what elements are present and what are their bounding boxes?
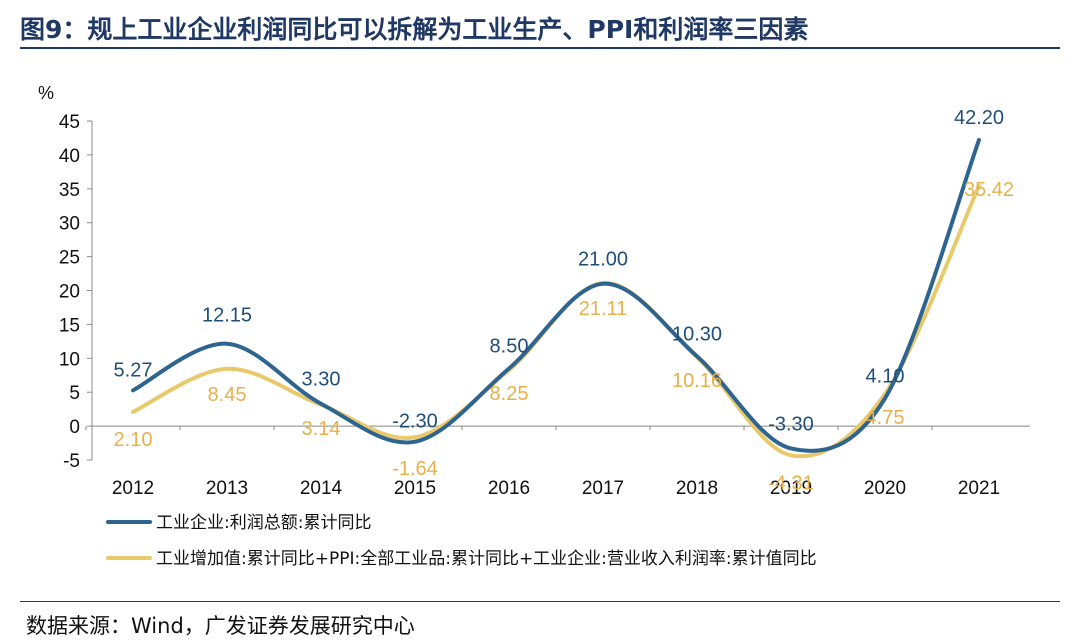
data-label-decomposition: 10.16 — [672, 370, 722, 392]
line-chart: % -5 0 5 10 15 20 25 30 35 40 45 2012 2013 2014 2015 201… — [38, 83, 1030, 569]
series-line-profit — [131, 137, 981, 453]
x-tick-label: 2016 — [488, 478, 530, 499]
legend-label-decomposition: 工业增加值:累计同比+PPI:全部工业品:累计同比+工业企业:营业收入利润率:累… — [156, 549, 817, 569]
data-label-profit: 4.10 — [866, 365, 905, 387]
y-tick-label: -5 — [63, 451, 80, 472]
data-label-decomposition: 4.75 — [866, 407, 905, 429]
y-tick-label: 0 — [69, 417, 80, 438]
x-tick-label: 2017 — [582, 478, 624, 499]
chart-legend: 工业企业:利润总额:累计同比工业增加值:累计同比+PPI:全部工业品:累计同比+… — [106, 513, 817, 569]
series-line-decomposition — [131, 183, 981, 459]
x-tick-label: 2021 — [958, 478, 1000, 499]
y-tick-label: 25 — [59, 248, 80, 269]
data-label-decomposition: 21.11 — [579, 298, 628, 320]
y-unit-label: % — [38, 83, 54, 103]
data-label-decomposition: 35.42 — [964, 179, 1014, 201]
data-label-profit: 8.50 — [490, 335, 529, 357]
data-label-profit: 42.20 — [954, 107, 1004, 129]
x-tick-label: 2013 — [206, 478, 248, 499]
data-label-decomposition: -1.64 — [392, 458, 438, 480]
x-tick-label: 2019 — [770, 478, 812, 499]
y-tick-label: 45 — [59, 112, 80, 133]
data-label-profit: 3.30 — [302, 369, 341, 391]
y-tick-label: 30 — [59, 214, 80, 235]
y-tick-label: 15 — [59, 315, 80, 336]
title-divider — [20, 47, 1060, 49]
data-label-profit: 10.30 — [672, 323, 722, 345]
legend-label-profit: 工业企业:利润总额:累计同比 — [156, 513, 371, 533]
x-tick-label: 2012 — [112, 478, 154, 499]
x-tick-label: 2015 — [394, 478, 436, 499]
data-label-profit: -3.30 — [768, 413, 814, 435]
x-tick-label: 2018 — [676, 478, 718, 499]
data-label-decomposition: 3.14 — [302, 418, 341, 440]
y-tick-label: 40 — [59, 146, 80, 167]
data-label-decomposition: 8.45 — [208, 384, 247, 406]
data-label-decomposition: 8.25 — [490, 383, 529, 405]
data-label-profit: -2.30 — [392, 411, 438, 433]
y-tick-label: 20 — [59, 282, 80, 303]
y-tick-label: 10 — [59, 349, 80, 370]
chart-series — [131, 137, 981, 459]
x-tick-label: 2020 — [864, 478, 906, 499]
y-tick-label: 5 — [69, 383, 80, 404]
data-label-profit: 12.15 — [202, 305, 252, 327]
data-label-profit: 5.27 — [114, 359, 153, 381]
figure-title: 图9：规上工业企业利润同比可以拆解为工业生产、PPI和利润率三因素 — [20, 15, 809, 44]
source-divider — [20, 601, 1060, 602]
data-label-decomposition: 2.10 — [114, 429, 153, 451]
data-label-profit: 21.00 — [578, 249, 628, 271]
y-tick-label: 35 — [59, 180, 80, 201]
chart-data-labels: 5.27 12.15 3.30 -2.30 8.50 21.00 10.30 -3.30 4.1… — [114, 107, 1015, 494]
source-note: 数据来源：Wind，广发证券发展研究中心 — [26, 614, 415, 638]
chart-axes: % -5 0 5 10 15 20 25 30 35 40 45 2012 2013 2014 2015 201… — [38, 83, 1030, 499]
data-label-decomposition: -4.31 — [768, 472, 814, 494]
x-tick-label: 2014 — [300, 478, 343, 499]
